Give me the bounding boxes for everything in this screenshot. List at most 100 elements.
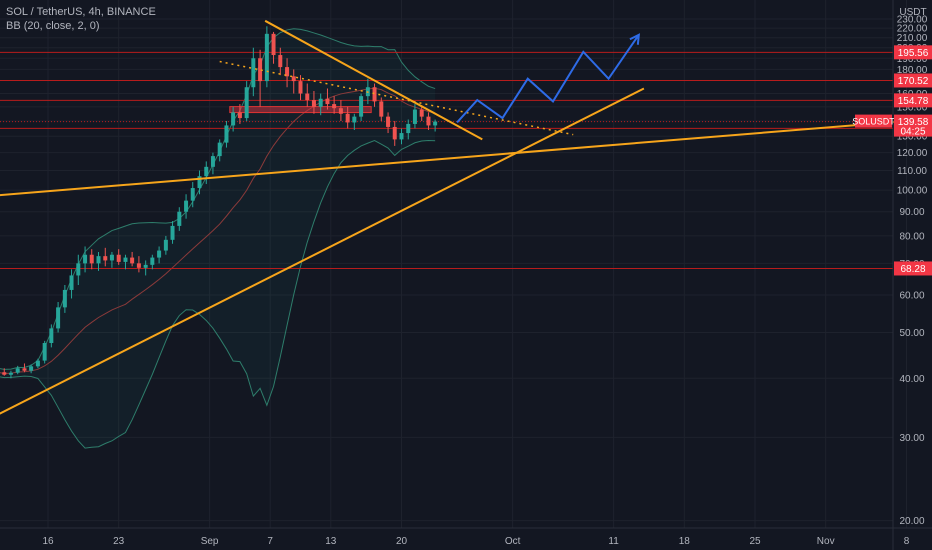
candle-body: [406, 123, 411, 134]
y-tick-label: 100.00: [897, 186, 928, 197]
candle-body: [271, 33, 276, 56]
trendline: [264, 19, 483, 141]
trendline: [0, 87, 645, 415]
x-tick-label: 16: [42, 536, 54, 547]
candle-body: [251, 58, 256, 88]
candle-body: [338, 108, 343, 114]
y-tick-label: 130.00: [897, 132, 928, 143]
candle-body: [69, 275, 74, 290]
candle-body: [210, 156, 215, 167]
candle-body: [386, 116, 391, 127]
price-axis[interactable]: USDT230.00220.00210.00200.00190.00180.00…: [852, 0, 932, 550]
candle-body: [332, 104, 337, 109]
symbol-title: SOL / TetherUS, 4h, BINANCE: [6, 6, 156, 18]
trendlines: [0, 19, 907, 415]
candle-body: [42, 343, 47, 361]
candle-body: [399, 133, 404, 140]
support-zone: [229, 106, 372, 114]
candle-body: [29, 366, 34, 371]
horizontal-zone: [229, 106, 372, 114]
candle-body: [177, 211, 182, 226]
time-axis[interactable]: 16 23 Sep 7 13 20 Oct 11 18 25 Nov 8: [0, 527, 932, 547]
candle-body: [298, 81, 303, 94]
currency-label: USDT: [899, 7, 926, 18]
symbol-label: SOLUSDT: [852, 117, 895, 127]
candle-body: [22, 368, 27, 371]
x-tick-label: 11: [608, 536, 619, 547]
x-tick-label: Oct: [505, 536, 521, 547]
candle-body: [170, 225, 175, 240]
candle-body: [76, 263, 81, 276]
price-level-tag: [894, 261, 932, 276]
y-tick-label: 50.00: [899, 328, 924, 339]
candle-body: [258, 58, 263, 82]
y-tick-label: 220.00: [897, 24, 928, 35]
y-tick-label: 230.00: [897, 15, 928, 26]
candle-body: [116, 254, 121, 262]
price-level-label: 154.78: [898, 96, 929, 107]
projection-arrowhead: [629, 33, 641, 45]
y-tick-label: 20.00: [899, 516, 924, 527]
candle-body: [318, 98, 323, 107]
candle-body: [8, 372, 13, 375]
price-level-label: 68.28: [900, 264, 925, 275]
y-tick-label: 180.00: [897, 65, 928, 76]
y-tick-label: 150.00: [897, 102, 928, 113]
bb-fill: [0, 28, 436, 449]
candle-body: [89, 254, 94, 264]
indicator-title: BB (20, close, 2, 0): [6, 20, 100, 32]
candle-body: [419, 109, 424, 117]
candle-body: [123, 257, 128, 262]
x-tick-label: Sep: [201, 536, 219, 547]
candle-body: [244, 87, 249, 119]
price-level-label: 195.56: [898, 48, 929, 59]
candle-body: [35, 360, 40, 367]
candle-body: [412, 109, 417, 124]
x-tick-label: 13: [325, 536, 337, 547]
price-level-tag: [894, 73, 932, 88]
candle-body: [130, 257, 135, 264]
candle-body: [311, 100, 316, 107]
bb-basis: [0, 87, 436, 374]
price-level-label: 170.52: [898, 76, 929, 87]
y-tick-label: 110.00: [897, 166, 927, 177]
candle-body: [136, 263, 141, 268]
last-price-label: 139.58: [898, 117, 929, 128]
candle-body: [352, 116, 357, 123]
candle-body: [163, 239, 168, 251]
candle-body: [392, 126, 397, 140]
price-level-tag: [894, 45, 932, 60]
x-tick-label: 23: [113, 536, 125, 547]
candle-body: [325, 98, 330, 105]
x-tick-label: 18: [679, 536, 691, 547]
candle-body: [359, 96, 364, 117]
x-tick-label: Nov: [817, 536, 835, 547]
price-levels: [0, 51, 893, 269]
y-tick-label: 210.00: [897, 33, 928, 44]
bb-lower: [0, 139, 436, 449]
y-tick-label: 30.00: [899, 433, 924, 444]
x-tick-label: 7: [267, 536, 273, 547]
candle-body: [217, 142, 222, 157]
candle-body: [204, 166, 209, 177]
candle-body: [15, 368, 20, 373]
candle-body: [426, 116, 431, 126]
candle-body: [372, 87, 377, 102]
y-tick-label: 40.00: [899, 374, 924, 385]
candle-body: [231, 112, 236, 126]
candle-body: [278, 55, 283, 68]
bollinger-bands: [0, 28, 436, 449]
y-tick-label: 60.00: [899, 291, 924, 302]
candle-body: [83, 254, 88, 264]
y-tick-label: 80.00: [899, 231, 924, 242]
y-tick-label: 120.00: [897, 148, 928, 159]
candle-body: [224, 125, 229, 143]
price-level-tag: [894, 93, 932, 108]
candle-body: [433, 121, 438, 126]
candle-body: [62, 289, 67, 308]
candle-body: [190, 188, 195, 201]
candle-body: [150, 257, 155, 265]
grid: [0, 0, 907, 528]
